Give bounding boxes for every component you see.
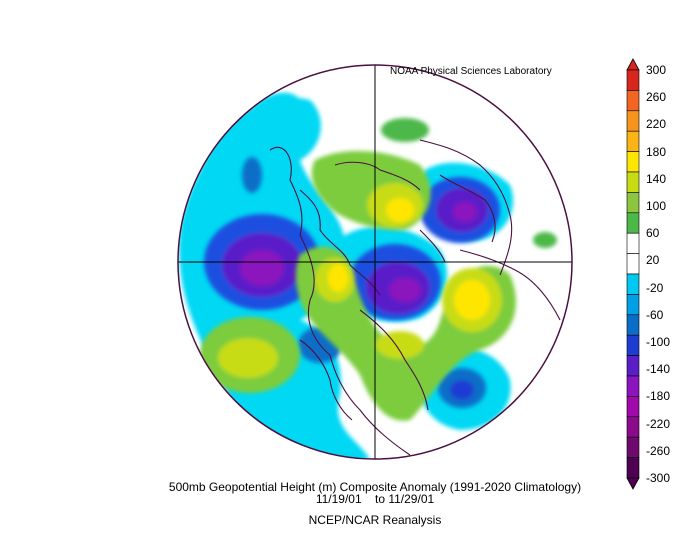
- anomaly-field: [178, 65, 572, 459]
- colorbar-swatch: [626, 396, 640, 418]
- colorbar-tick-label: 140: [646, 171, 667, 186]
- colorbar-swatch: [626, 436, 640, 458]
- colorbar-tick-label: 60: [646, 226, 660, 241]
- colorbar-tick-label: -100: [646, 335, 671, 349]
- colorbar-tick-label: 300: [646, 63, 667, 77]
- colorbar-swatch: [626, 294, 640, 316]
- colorbar-swatch: [626, 355, 640, 377]
- map-boundary: [177, 64, 573, 460]
- colorbar-tick-label: 260: [646, 90, 667, 105]
- colorbar-tick-label: -60: [646, 307, 664, 322]
- colorbar-swatch: [626, 90, 640, 112]
- coastlines: [269, 139, 561, 456]
- colorbar-swatch: [626, 457, 640, 479]
- colorbar-top-arrow: [626, 58, 640, 71]
- colorbar-swatch: [626, 110, 640, 132]
- colorbar-swatch: [626, 375, 640, 397]
- colorbar-tick-label: 220: [646, 117, 667, 132]
- colorbar-swatch: [626, 151, 640, 173]
- colorbar-swatch: [626, 171, 640, 193]
- colorbar-bottom-arrow: [626, 477, 640, 490]
- colorbar-tick-label: -300: [646, 471, 671, 485]
- caption-source: NCEP/NCAR Reanalysis: [308, 513, 442, 527]
- colorbar-tick-label: 20: [646, 253, 660, 268]
- lab-credit: NOAA Physical Sciences Laboratory: [390, 66, 552, 77]
- colorbar-swatch: [626, 314, 640, 336]
- colorbar-swatch: [626, 130, 640, 152]
- colorbar: [626, 58, 640, 490]
- colorbar-swatch: [626, 212, 640, 234]
- colorbar-swatch: [626, 253, 640, 275]
- caption-dates: 11/19/01 to 11/29/01: [0, 492, 700, 506]
- colorbar-tick-label: 100: [646, 199, 667, 213]
- caption-title: 500mb Geopotential Height (m) Composite …: [168, 480, 582, 494]
- colorbar-tick-label: -180: [646, 389, 671, 404]
- date-start: 11/19/01: [315, 492, 362, 506]
- colorbar-tick-label: 180: [646, 144, 667, 159]
- date-separator: to: [374, 492, 385, 506]
- colorbar-swatch: [626, 232, 640, 254]
- colorbar-swatch: [626, 273, 640, 295]
- negative-anomaly-arctic-rim: [249, 92, 301, 160]
- colorbar-swatch: [626, 69, 640, 91]
- colorbar-swatch: [626, 334, 640, 356]
- colorbar-tick-label: -20: [646, 280, 664, 295]
- colorbar-swatch: [626, 192, 640, 214]
- colorbar-tick-label: -260: [646, 443, 671, 458]
- colorbar-tick-label: -220: [646, 416, 671, 431]
- date-end: 11/29/01: [388, 492, 435, 506]
- colorbar-swatch: [626, 416, 640, 438]
- colorbar-tick-label: -140: [646, 362, 671, 377]
